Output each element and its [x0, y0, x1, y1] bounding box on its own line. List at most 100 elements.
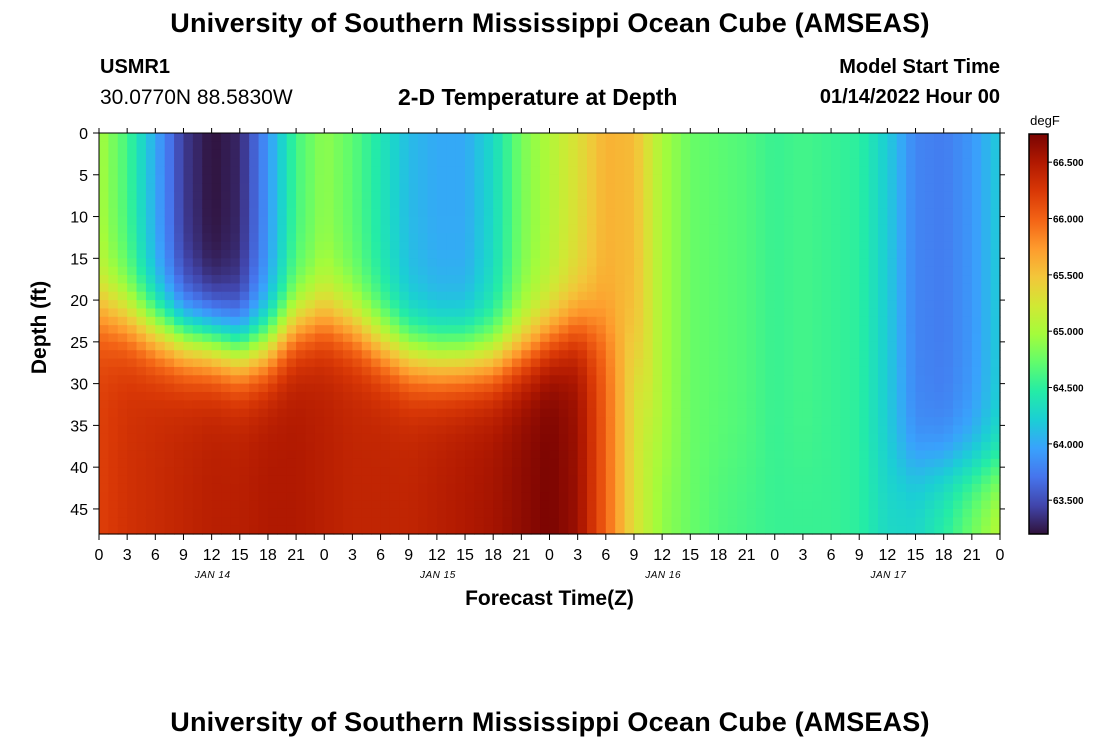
heatmap-cell	[258, 174, 269, 184]
heatmap-cell	[192, 258, 203, 268]
heatmap-cell	[455, 216, 466, 226]
heatmap-cell	[136, 149, 147, 159]
heatmap-cell	[924, 467, 935, 477]
heatmap-cell	[633, 275, 644, 284]
heatmap-cell	[709, 283, 720, 293]
heatmap-cell	[324, 442, 335, 452]
heatmap-cell	[793, 442, 804, 452]
heatmap-cell	[784, 241, 795, 251]
heatmap-cell	[652, 467, 663, 477]
heatmap-cell	[934, 208, 945, 218]
heatmap-cell	[314, 249, 325, 259]
heatmap-cell	[427, 383, 438, 393]
heatmap-cell	[408, 366, 419, 376]
heatmap-cell	[990, 475, 1001, 485]
heatmap-cell	[192, 508, 203, 518]
heatmap-cell	[521, 249, 532, 259]
heatmap-cell	[296, 366, 307, 376]
heatmap-cell	[943, 283, 954, 293]
heatmap-cell	[709, 141, 720, 151]
heatmap-cell	[465, 375, 476, 385]
heatmap-cell	[343, 224, 354, 234]
heatmap-cell	[906, 391, 917, 401]
heatmap-cell	[840, 224, 851, 234]
heatmap-cell	[962, 508, 973, 518]
heatmap-cell	[568, 224, 579, 234]
heatmap-cell	[662, 450, 673, 460]
heatmap-cell	[887, 492, 898, 502]
heatmap-cell	[643, 133, 654, 142]
heatmap-cell	[305, 500, 316, 510]
heatmap-cell	[699, 391, 710, 401]
heatmap-cell	[221, 166, 231, 176]
heatmap-cell	[624, 249, 635, 259]
heatmap-cell	[849, 300, 860, 310]
heatmap-cell	[202, 500, 213, 510]
heatmap-cell	[202, 383, 213, 393]
heatmap-cell	[296, 508, 307, 518]
heatmap-cell	[943, 450, 954, 460]
heatmap-cell	[267, 283, 278, 293]
heatmap-cell	[436, 224, 447, 234]
heatmap-cell	[962, 191, 973, 201]
heatmap-cell	[877, 408, 888, 418]
heatmap-cell	[643, 266, 654, 276]
heatmap-cell	[418, 458, 429, 468]
heatmap-cell	[953, 525, 964, 535]
heatmap-cell	[962, 325, 973, 335]
heatmap-cell	[793, 391, 804, 401]
heatmap-cell	[399, 149, 410, 159]
heatmap-cell	[117, 366, 128, 376]
heatmap-cell	[662, 249, 673, 259]
heatmap-cell	[587, 191, 598, 201]
heatmap-cell	[615, 224, 626, 234]
heatmap-cell	[793, 183, 804, 193]
heatmap-cell	[680, 442, 691, 452]
heatmap-cell	[324, 400, 335, 410]
heatmap-cell	[709, 358, 720, 368]
heatmap-cell	[558, 308, 569, 318]
heatmap-cell	[662, 400, 673, 410]
heatmap-cell	[258, 417, 269, 426]
heatmap-cell	[511, 341, 522, 351]
heatmap-cell	[267, 375, 278, 385]
heatmap-cell	[577, 241, 588, 251]
heatmap-cell	[605, 216, 616, 226]
heatmap-cell	[511, 467, 522, 477]
heatmap-cell	[155, 300, 166, 310]
heatmap-cell	[521, 450, 532, 460]
heatmap-cell	[802, 149, 813, 159]
heatmap-cell	[296, 417, 307, 426]
heatmap-cell	[267, 241, 278, 251]
heatmap-cell	[221, 249, 231, 259]
heatmap-cell	[587, 467, 598, 477]
heatmap-cell	[164, 249, 175, 259]
heatmap-cell	[915, 358, 926, 368]
heatmap-cell	[465, 408, 476, 418]
x-date-label: JAN 16	[644, 570, 681, 581]
heatmap-cell	[249, 458, 260, 468]
heatmap-cell	[343, 425, 354, 435]
heatmap-cell	[802, 408, 813, 418]
heatmap-cell	[821, 291, 832, 301]
heatmap-cell	[755, 408, 766, 418]
heatmap-cell	[896, 525, 907, 535]
heatmap-cell	[671, 325, 682, 335]
heatmap-cell	[896, 174, 907, 184]
heatmap-cell	[896, 199, 907, 209]
heatmap-cell	[483, 475, 494, 485]
heatmap-cell	[924, 400, 935, 410]
heatmap-cell	[558, 199, 569, 209]
heatmap-cell	[934, 500, 945, 510]
heatmap-cell	[596, 391, 607, 401]
heatmap-cell	[267, 183, 278, 193]
heatmap-cell	[380, 166, 391, 176]
heatmap-cell	[737, 199, 748, 209]
heatmap-cell	[831, 149, 842, 159]
heatmap-cell	[605, 166, 616, 176]
heatmap-cell	[887, 174, 898, 184]
heatmap-cell	[680, 325, 691, 335]
heatmap-cell	[230, 233, 241, 243]
heatmap-cell	[465, 149, 476, 159]
heatmap-cell	[127, 500, 138, 510]
